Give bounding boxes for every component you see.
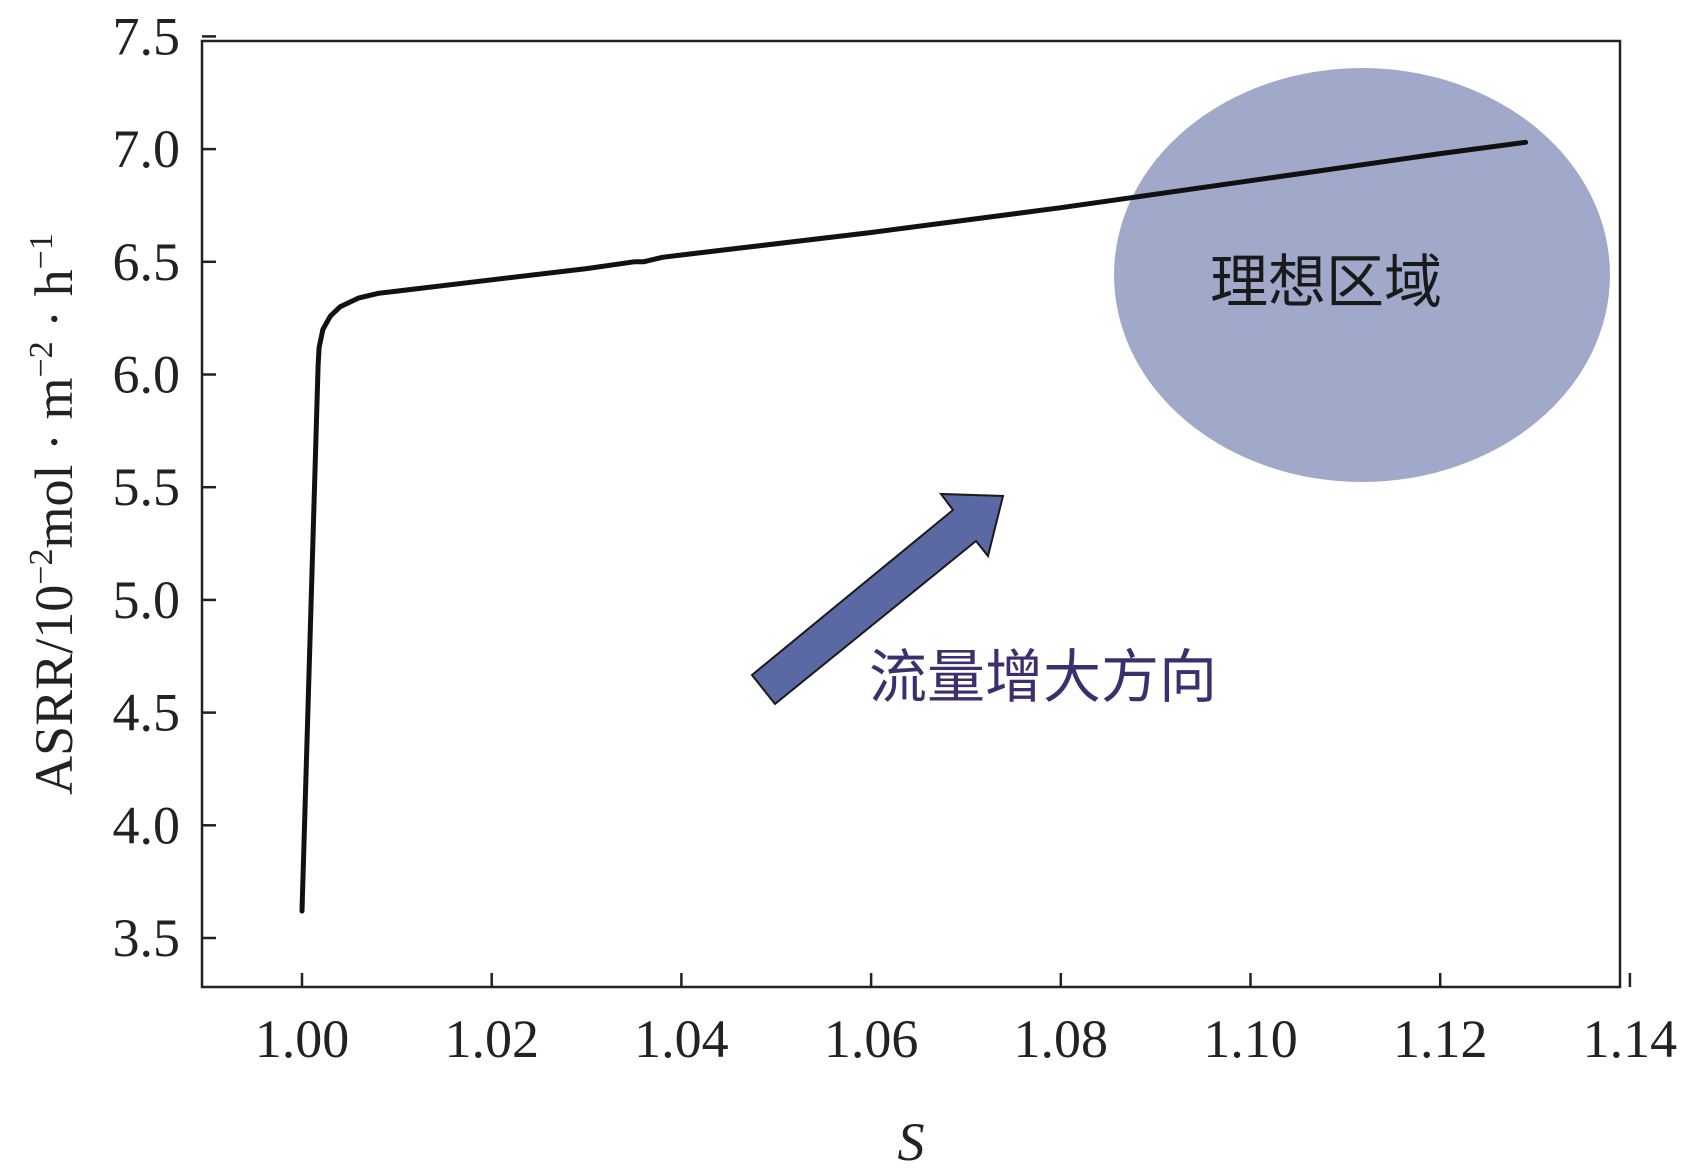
x-tick-label: 1.06	[824, 1009, 919, 1069]
flow-direction-label: 流量增大方向	[869, 643, 1217, 711]
y-axis-title-sup1: −2	[23, 549, 60, 585]
x-tick-label: 1.08	[1014, 1009, 1109, 1069]
x-tick-label: 1.00	[255, 1009, 350, 1069]
y-tick-label: 4.0	[113, 795, 181, 855]
y-tick-label: 6.5	[113, 232, 181, 292]
x-tick-label: 1.02	[444, 1009, 539, 1069]
y-tick-label: 7.0	[113, 119, 181, 179]
x-axis-ticks: 1.00 1.02 1.04 1.06 1.08 1.10 1.12 1.14	[255, 973, 1677, 1069]
y-tick-label: 5.5	[113, 457, 181, 517]
x-tick-label: 1.10	[1203, 1009, 1298, 1069]
y-axis-title: ASRR/10−2mol · m−2 · h−1	[23, 233, 84, 795]
y-axis-title-sup3: −1	[23, 233, 60, 269]
x-axis-title: S	[898, 1112, 925, 1172]
plot-frame	[200, 39, 1622, 989]
y-axis-title-mid1: mol · m	[24, 378, 84, 549]
y-tick-label: 5.0	[113, 570, 181, 630]
y-tick-label: 7.5	[113, 6, 181, 66]
y-tick-label: 3.5	[113, 908, 181, 968]
y-axis-ticks: 3.5 4.0 4.5 5.0 5.5 6.0 6.5 7.0 7.5	[113, 6, 216, 968]
x-tick-label: 1.14	[1583, 1009, 1678, 1069]
x-tick-label: 1.12	[1393, 1009, 1488, 1069]
y-axis-title-sup2: −2	[23, 341, 60, 377]
series-line	[299, 139, 1529, 914]
ideal-region-label: 理想区域	[1210, 248, 1442, 316]
ideal-region-ellipse	[1114, 68, 1610, 482]
flow-direction-arrow	[750, 492, 1005, 706]
y-axis-title-base: ASRR/10	[24, 585, 84, 795]
y-axis-title-mid2: · h	[24, 269, 84, 341]
x-tick-label: 1.04	[634, 1009, 729, 1069]
y-tick-label: 4.5	[113, 683, 181, 743]
y-tick-label: 6.0	[113, 345, 181, 405]
